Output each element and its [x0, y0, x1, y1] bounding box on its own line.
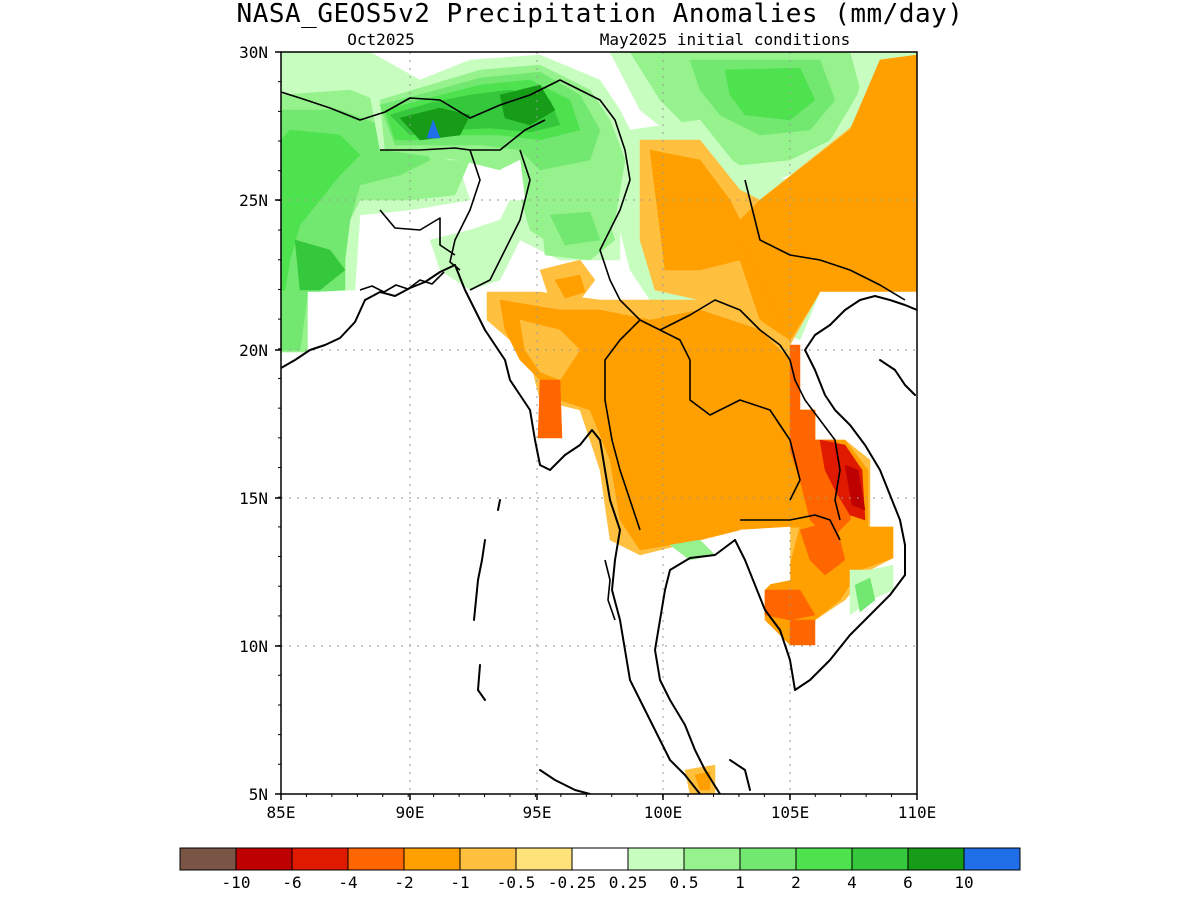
shade-malay-orange-core: [694, 771, 711, 791]
colorbar-swatch: [795, 847, 853, 871]
coastline-sundarbans: [359, 271, 445, 293]
coastline-gulf-thailand-west: [654, 539, 736, 794]
shade-vietnam-deepred: [844, 464, 866, 511]
map-plot-area: [281, 52, 917, 794]
lat-tick-label: 15N: [239, 489, 268, 508]
colorbar-swatch: [235, 847, 293, 871]
lat-lon-grid: [281, 52, 917, 794]
colorbar-swatch: [291, 847, 349, 871]
colorbar-swatch: [459, 847, 517, 871]
colorbar-swatch: [851, 847, 909, 871]
shade-indochina-mid: [499, 299, 894, 646]
border-china-vietnam: [744, 179, 906, 301]
colorbar-label: 0.5: [670, 873, 699, 892]
colorbar-label: -0.5: [497, 873, 536, 892]
colorbar-swatch: [907, 847, 965, 871]
colorbar-label: -0.25: [548, 873, 596, 892]
colorbar-swatch: [403, 847, 461, 871]
coastline-bangladesh: [364, 264, 456, 301]
colorbar-swatch: [627, 847, 685, 871]
colorbar-swatch: [515, 847, 573, 871]
shade-china-strong: [724, 67, 816, 121]
mask-gulf-tonkin: [814, 291, 917, 421]
lon-tick-label: 90E: [396, 803, 425, 822]
border-cambodia-north: [740, 514, 841, 541]
border-bangladesh-north: [379, 209, 456, 256]
lat-tick-label: 25N: [239, 191, 268, 210]
colorbar-swatch: [963, 847, 1021, 871]
colorbar-swatch: [347, 847, 405, 871]
coastline-sumatra: [539, 769, 591, 794]
initial-conditions-label: May2025 initial conditions: [600, 30, 850, 49]
coastline-hainan: [879, 359, 916, 396]
lon-tick-label: 110E: [898, 803, 937, 822]
lon-tick-label: 100E: [644, 803, 683, 822]
border-myanmar-thailand: [604, 319, 641, 531]
shade-west-deep: [294, 239, 346, 291]
map-frame: [280, 51, 918, 795]
anomaly-shading: [281, 52, 917, 794]
colorbar-label: -4: [338, 873, 357, 892]
islet: [497, 499, 501, 511]
shade-sw-edge: [281, 299, 301, 351]
colorbar-label: 1: [735, 873, 745, 892]
shade-east-south: [739, 229, 917, 341]
andaman-islands: [473, 539, 486, 621]
lat-tick-label: 10N: [239, 637, 268, 656]
mask-tonle-sap: [739, 526, 791, 586]
colorbar-label: -2: [394, 873, 413, 892]
colorbar-label: 6: [903, 873, 913, 892]
shade-west-strong: [281, 129, 361, 291]
shade-arunachal-dark: [499, 84, 556, 126]
colorbar-label: -1: [450, 873, 469, 892]
coastline-tenasserim: [564, 429, 701, 794]
mask-bay-west: [307, 291, 346, 353]
colorbar-label: 4: [847, 873, 857, 892]
coastline-vietnam-east: [804, 324, 906, 546]
coastline-tonkin: [829, 295, 917, 326]
colorbar-swatch: [739, 847, 797, 871]
colorbar: -10 -6 -4 -2 -1 -0.5 -0.25 0.25 0.5 1 2 4 6 10: [179, 847, 1021, 892]
lat-tick-label: 30N: [239, 43, 268, 62]
shade-cambodia-east-red: [799, 519, 846, 576]
lon-tick-label: 95E: [523, 803, 552, 822]
coastline-myanmar-west: [454, 264, 566, 471]
shade-peak-blue: [426, 119, 441, 139]
border-myanmar-laos-china: [599, 229, 791, 361]
colorbar-swatch: [179, 847, 237, 871]
coastlines-and-borders: [281, 79, 917, 794]
colorbar-swatch: [571, 847, 629, 871]
colorbar-label: 10: [954, 873, 973, 892]
border-thailand-laos: [659, 329, 801, 501]
map-title: NASA_GEOS5v2 Precipitation Anomalies (mm…: [237, 0, 964, 29]
shade-bhutan-dark: [399, 107, 471, 141]
colorbar-swatch: [683, 847, 741, 871]
shade-myanmar-red: [537, 379, 563, 439]
coastline-vietnam-south: [734, 539, 906, 691]
colorbar-label: -6: [282, 873, 301, 892]
forecast-month-label: Oct2025: [347, 30, 414, 49]
shade-myanmar-patch-2-core: [554, 274, 586, 299]
border-laos-vietnam: [789, 359, 841, 521]
shade-mekong-red: [789, 619, 816, 646]
lon-tick-label: 105E: [771, 803, 810, 822]
lon-tick-label: 85E: [267, 803, 296, 822]
border-himalaya-china: [281, 79, 631, 231]
nicobar-islands: [477, 664, 486, 701]
colorbar-label: 0.25: [609, 873, 648, 892]
myeik-archipelago: [604, 559, 616, 621]
coastline-india-east: [281, 299, 366, 369]
border-bangladesh-east: [449, 149, 481, 271]
colorbar-label: -10: [222, 873, 251, 892]
coastline-malaysia-east: [729, 759, 751, 791]
lat-tick-label: 20N: [239, 341, 268, 360]
border-india-myanmar: [469, 149, 531, 291]
shade-myanmar-mid: [549, 211, 601, 246]
colorbar-label: 2: [791, 873, 801, 892]
shade-vietnam-green: [854, 577, 876, 613]
lat-tick-label: 5N: [249, 785, 268, 804]
